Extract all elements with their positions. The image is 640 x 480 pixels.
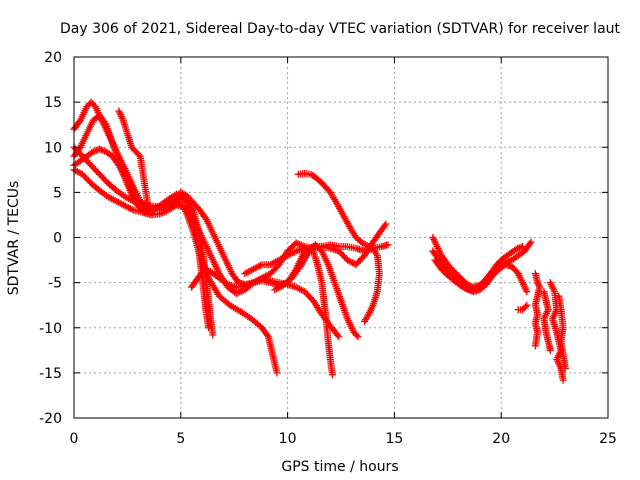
y-tick-label: -20 [39, 411, 62, 427]
chart-title: Day 306 of 2021, Sidereal Day-to-day VTE… [60, 21, 621, 37]
data-point [99, 146, 107, 154]
y-tick-label: 20 [44, 50, 62, 66]
data-point [561, 364, 569, 372]
series-track-6 [115, 107, 157, 218]
series-track-16 [540, 288, 554, 354]
y-tick-label: 0 [53, 231, 62, 247]
series-track-14 [514, 301, 531, 314]
data-point [521, 303, 529, 311]
data-point [381, 221, 389, 229]
data-point [334, 331, 342, 339]
data-point [91, 147, 99, 155]
series-track-3 [70, 145, 281, 377]
data-point [205, 324, 213, 332]
data-point [335, 333, 343, 341]
series-track-10 [294, 169, 383, 325]
data-point [204, 266, 211, 274]
data-point [517, 243, 525, 251]
data-point [353, 331, 361, 339]
y-tick-label: 15 [44, 95, 62, 111]
data-point [354, 333, 362, 341]
y-tick-label: -15 [39, 366, 62, 382]
x-tick-label: 15 [385, 431, 403, 447]
x-axis-label: GPS time / hours [281, 459, 398, 475]
data-point [534, 279, 542, 287]
data-point [515, 244, 523, 252]
axis-ticks: 0 5 10 15 20 25 -20 -15 -10 -5 0 5 10 15 20 [39, 50, 617, 447]
y-tick-label: 5 [53, 185, 62, 201]
series-track-15 [531, 270, 544, 350]
grid [74, 57, 608, 418]
data-point [384, 241, 392, 249]
x-tick-label: 25 [599, 431, 617, 447]
data-point [135, 151, 143, 159]
series-track-13 [429, 243, 527, 294]
data-point [363, 242, 371, 250]
data-point [526, 240, 534, 248]
data-point [328, 371, 336, 379]
series-track-18 [555, 292, 569, 372]
data-point [514, 245, 522, 253]
data-point [149, 210, 157, 218]
data-point [531, 342, 539, 350]
data-point [527, 238, 535, 246]
data-point [96, 145, 104, 153]
data-point [101, 119, 109, 127]
y-tick-label: -5 [48, 276, 62, 292]
data-point [546, 346, 554, 354]
y-tick-label: 10 [44, 140, 62, 156]
data-point [273, 369, 281, 377]
data-point [519, 243, 527, 251]
data-point [534, 280, 542, 288]
x-tick-label: 10 [279, 431, 297, 447]
data-point [382, 220, 390, 228]
data-points [70, 98, 569, 384]
data-point [263, 331, 271, 339]
data-point [360, 317, 368, 325]
data-point [92, 146, 100, 154]
data-point [523, 301, 531, 309]
series-track-9 [271, 241, 362, 341]
y-tick-label: -10 [39, 321, 62, 337]
data-point [209, 331, 217, 339]
data-point [559, 376, 567, 384]
y-axis-label: SDTVAR / TECUs [6, 181, 22, 296]
series-track-5 [70, 143, 390, 289]
series-track-8 [241, 244, 336, 379]
data-point [89, 148, 97, 156]
x-tick-label: 5 [176, 431, 185, 447]
data-point [202, 266, 210, 274]
data-point [200, 265, 208, 273]
data-point [512, 245, 520, 253]
data-point [523, 288, 531, 296]
x-tick-label: 20 [492, 431, 510, 447]
data-point [148, 209, 156, 217]
x-tick-label: 0 [70, 431, 79, 447]
data-point [97, 146, 105, 154]
